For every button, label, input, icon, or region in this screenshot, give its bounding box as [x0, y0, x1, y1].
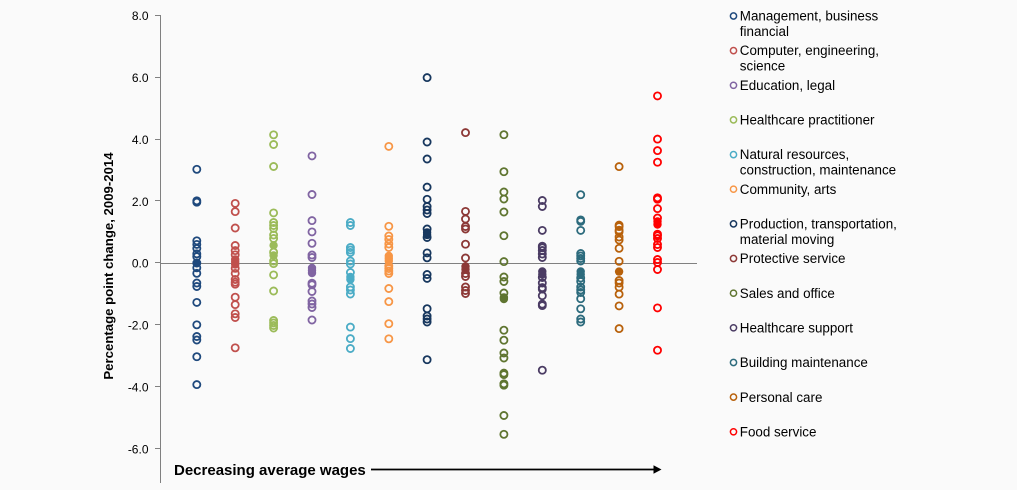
svg-text:Education, legal: Education, legal	[740, 78, 835, 93]
svg-text:Sales and office: Sales and office	[740, 286, 835, 301]
svg-text:-4.0: -4.0	[128, 381, 149, 395]
svg-text:Healthcare support: Healthcare support	[740, 320, 853, 335]
svg-text:financial: financial	[740, 24, 789, 39]
svg-text:Percentage point change, 2009-: Percentage point change, 2009-2014	[101, 152, 116, 380]
svg-text:Decreasing average wages: Decreasing average wages	[174, 462, 366, 479]
svg-text:6.0: 6.0	[132, 71, 149, 85]
svg-text:4.0: 4.0	[132, 133, 149, 147]
svg-text:Protective service: Protective service	[740, 251, 846, 266]
svg-text:Building maintenance: Building maintenance	[740, 355, 868, 370]
svg-text:8.0: 8.0	[132, 9, 149, 23]
svg-text:Healthcare practitioner: Healthcare practitioner	[740, 113, 875, 128]
svg-text:-2.0: -2.0	[128, 319, 149, 333]
svg-text:material moving: material moving	[740, 232, 835, 247]
svg-text:science: science	[740, 59, 785, 74]
svg-text:-6.0: -6.0	[128, 442, 149, 456]
svg-text:Natural resources,: Natural resources,	[740, 147, 849, 162]
svg-text:Food service: Food service	[740, 424, 817, 439]
svg-text:2.0: 2.0	[132, 195, 149, 209]
svg-text:Production, transportation,: Production, transportation,	[740, 217, 897, 232]
svg-text:Computer, engineering,: Computer, engineering,	[740, 43, 879, 58]
svg-text:construction, maintenance: construction, maintenance	[740, 163, 896, 178]
svg-text:Management, business: Management, business	[740, 9, 879, 24]
svg-text:0.0: 0.0	[132, 257, 149, 271]
svg-text:Personal care: Personal care	[740, 390, 823, 405]
svg-text:Community, arts: Community, arts	[740, 182, 837, 197]
